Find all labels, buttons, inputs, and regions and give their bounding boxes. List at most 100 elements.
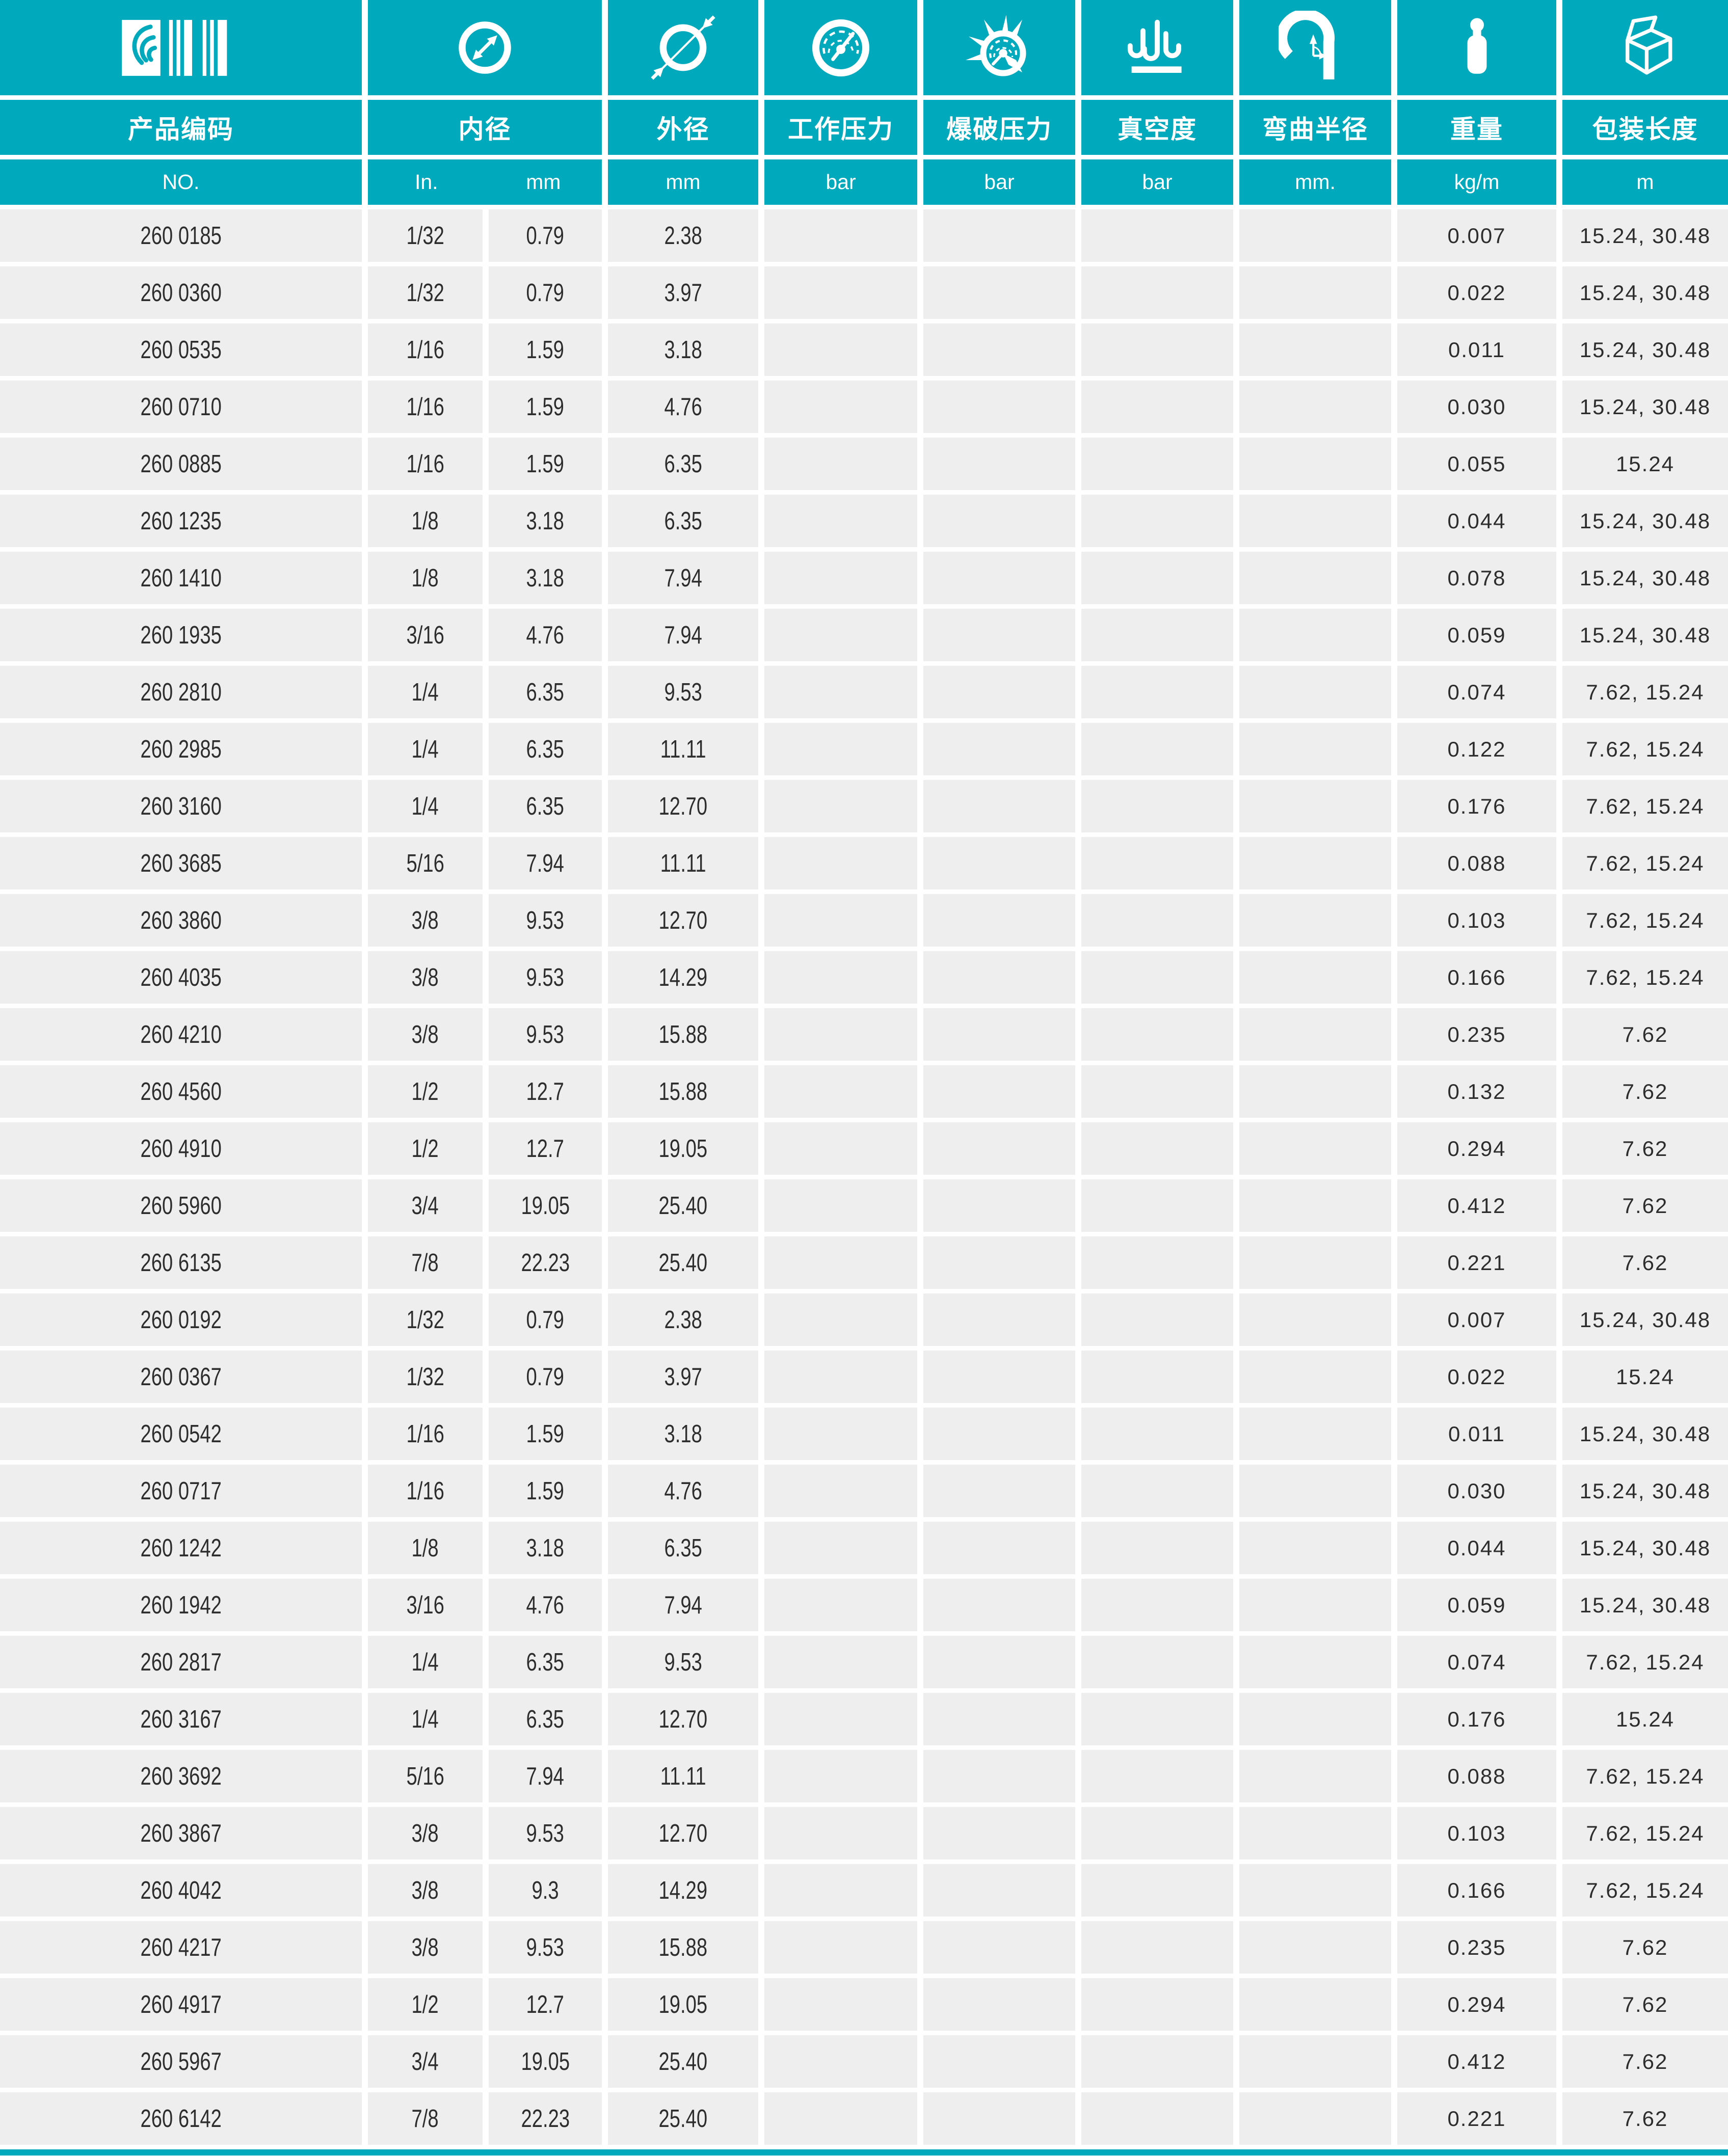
cell-burst-pressure <box>923 552 1075 604</box>
cell-bend-radius <box>1239 1522 1391 1574</box>
cell-inner-diameter-mm: 7.94 <box>489 837 602 890</box>
cell-package-length: 7.62 <box>1562 1978 1728 2031</box>
column-title-outer-diameter: 外径 <box>608 100 758 155</box>
column-title-burst-pressure: 爆破压力 <box>923 100 1075 155</box>
cell-outer-diameter-mm: 6.35 <box>608 1522 758 1574</box>
cell-working-pressure <box>764 951 917 1004</box>
cell-package-length: 7.62 <box>1562 1065 1728 1118</box>
cell-inner-diameter-in: 3/8 <box>368 1921 483 1974</box>
cell-bend-radius <box>1239 1921 1391 1974</box>
cell-burst-pressure <box>923 1579 1075 1631</box>
cell-bend-radius <box>1239 1351 1391 1403</box>
cell-inner-diameter-mm: 3.18 <box>489 495 602 547</box>
cell-inner-diameter-mm: 12.7 <box>489 1065 602 1118</box>
cell-bend-radius <box>1239 1293 1391 1346</box>
column-unit-package-length: m <box>1562 159 1728 205</box>
cell-package-length: 15.24, 30.48 <box>1562 1579 1728 1631</box>
cell-vacuum <box>1081 1008 1233 1061</box>
cell-working-pressure <box>764 2092 917 2145</box>
header-icon-cell-weight <box>1397 0 1556 95</box>
cell-inner-diameter-in: 5/16 <box>368 1750 483 1802</box>
cell-working-pressure <box>764 894 917 947</box>
outer-diameter-icon <box>649 13 717 82</box>
cell-bend-radius <box>1239 1065 1391 1118</box>
cell-outer-diameter-mm: 4.76 <box>608 1465 758 1517</box>
cell-bend-radius <box>1239 552 1391 604</box>
cell-outer-diameter-mm: 19.05 <box>608 1122 758 1175</box>
cell-vacuum <box>1081 1236 1233 1289</box>
cell-working-pressure <box>764 1351 917 1403</box>
cell-vacuum <box>1081 324 1233 376</box>
cell-package-length: 7.62, 15.24 <box>1562 837 1728 890</box>
cell-package-length: 7.62, 15.24 <box>1562 780 1728 832</box>
cell-outer-diameter-mm: 25.40 <box>608 2035 758 2088</box>
cell-burst-pressure <box>923 1236 1075 1289</box>
cell-burst-pressure <box>923 1408 1075 1460</box>
cell-vacuum <box>1081 552 1233 604</box>
cell-working-pressure <box>764 1465 917 1517</box>
cell-inner-diameter-mm: 0.79 <box>489 266 602 319</box>
cell-inner-diameter-mm: 3.18 <box>489 1522 602 1574</box>
cell-inner-diameter-mm: 6.35 <box>489 1636 602 1688</box>
cell-burst-pressure <box>923 1465 1075 1517</box>
cell-working-pressure <box>764 1065 917 1118</box>
cell-inner-diameter-in: 3/4 <box>368 1179 483 1232</box>
cell-bend-radius <box>1239 324 1391 376</box>
cell-vacuum <box>1081 1807 1233 1859</box>
cell-vacuum <box>1081 780 1233 832</box>
cell-inner-diameter-in: 1/16 <box>368 381 483 433</box>
cell-inner-diameter-in: 1/8 <box>368 1522 483 1574</box>
cell-product-code: 260 5960 <box>0 1179 362 1232</box>
cell-vacuum <box>1081 438 1233 490</box>
column-title-working-pressure: 工作压力 <box>764 100 917 155</box>
cell-package-length: 7.62, 15.24 <box>1562 951 1728 1004</box>
cell-working-pressure <box>764 723 917 775</box>
cell-weight: 0.221 <box>1397 1236 1556 1289</box>
cell-product-code: 260 3685 <box>0 837 362 890</box>
column-unit-bend-radius: mm. <box>1239 159 1391 205</box>
cell-inner-diameter-in: 1/16 <box>368 438 483 490</box>
cell-product-code: 260 5967 <box>0 2035 362 2088</box>
cell-inner-diameter-mm: 1.59 <box>489 1465 602 1517</box>
cell-working-pressure <box>764 837 917 890</box>
cell-burst-pressure <box>923 1750 1075 1802</box>
cell-bend-radius <box>1239 438 1391 490</box>
cell-inner-diameter-in: 1/4 <box>368 780 483 832</box>
cell-vacuum <box>1081 723 1233 775</box>
cell-vacuum <box>1081 1921 1233 1974</box>
cell-working-pressure <box>764 381 917 433</box>
column-title-bend-radius: 弯曲半径 <box>1239 100 1391 155</box>
cell-product-code: 260 3867 <box>0 1807 362 1859</box>
cell-burst-pressure <box>923 266 1075 319</box>
cell-product-code: 260 0542 <box>0 1408 362 1460</box>
cell-inner-diameter-in: 3/8 <box>368 1864 483 1917</box>
cell-weight: 0.078 <box>1397 552 1556 604</box>
cell-burst-pressure <box>923 2035 1075 2088</box>
cell-bend-radius <box>1239 2092 1391 2145</box>
barcode-icon <box>115 17 247 79</box>
cell-inner-diameter-in: 1/4 <box>368 723 483 775</box>
cell-burst-pressure <box>923 324 1075 376</box>
cell-weight: 0.412 <box>1397 1179 1556 1232</box>
cell-weight: 0.088 <box>1397 1750 1556 1802</box>
cell-package-length: 7.62, 15.24 <box>1562 1807 1728 1859</box>
cell-burst-pressure <box>923 837 1075 890</box>
cell-package-length: 7.62 <box>1562 2035 1728 2088</box>
cell-vacuum <box>1081 1750 1233 1802</box>
cell-weight: 0.294 <box>1397 1978 1556 2031</box>
header-icon-cell-inner-diameter <box>368 0 602 95</box>
cell-burst-pressure <box>923 666 1075 718</box>
cell-inner-diameter-in: 1/32 <box>368 1351 483 1403</box>
cell-bend-radius <box>1239 1236 1391 1289</box>
cell-bend-radius <box>1239 894 1391 947</box>
cell-working-pressure <box>764 1179 917 1232</box>
column-unit-inner-in: In. <box>414 170 438 194</box>
cell-outer-diameter-mm: 12.70 <box>608 1693 758 1745</box>
cell-product-code: 260 4910 <box>0 1122 362 1175</box>
cell-package-length: 7.62, 15.24 <box>1562 723 1728 775</box>
cell-inner-diameter-in: 1/32 <box>368 209 483 262</box>
cell-inner-diameter-mm: 6.35 <box>489 666 602 718</box>
cell-burst-pressure <box>923 1122 1075 1175</box>
cell-package-length: 7.62 <box>1562 1921 1728 1974</box>
cell-vacuum <box>1081 609 1233 661</box>
